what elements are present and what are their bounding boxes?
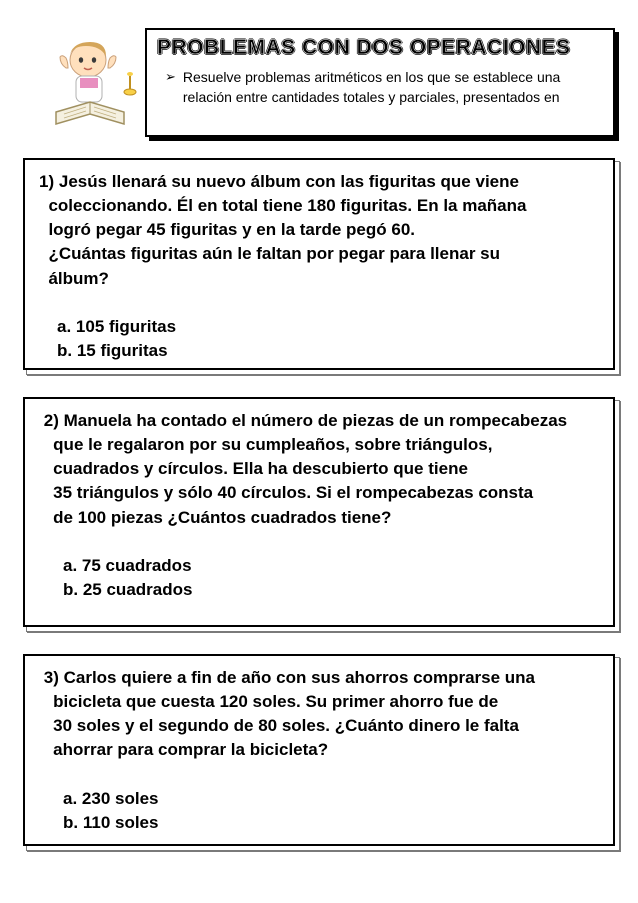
option-value: 230 soles xyxy=(82,789,159,808)
header-box: PROBLEMAS CON DOS OPERACIONES ➢ Resuelve… xyxy=(145,28,615,137)
option-row: a. 105 figuritas xyxy=(39,315,599,339)
kid-reading-icon xyxy=(50,34,142,126)
option-label: a. xyxy=(63,554,77,578)
option-label: a. xyxy=(63,787,77,811)
option-row: b. 25 cuadrados xyxy=(39,578,599,602)
problem-text: 3) Carlos quiere a fin de año con sus ah… xyxy=(39,666,599,763)
option-row: b. 15 figuritas xyxy=(39,339,599,363)
option-label: b. xyxy=(63,578,78,602)
objective-row: ➢ Resuelve problemas aritméticos en los … xyxy=(157,68,603,107)
option-row: b. 110 soles xyxy=(39,811,599,835)
option-row: a. 230 soles xyxy=(39,787,599,811)
option-value: 105 figuritas xyxy=(76,317,176,336)
option-value: 15 figuritas xyxy=(77,341,168,360)
option-value: 25 cuadrados xyxy=(83,580,193,599)
problem-box-1: 1) Jesús llenará su nuevo álbum con las … xyxy=(23,158,615,370)
option-value: 110 soles xyxy=(83,813,159,832)
title-container: PROBLEMAS CON DOS OPERACIONES ➢ Resuelve… xyxy=(145,28,615,137)
problem-text: 1) Jesús llenará su nuevo álbum con las … xyxy=(39,170,599,291)
option-label: a. xyxy=(57,315,71,339)
problem-text: 2) Manuela ha contado el número de pieza… xyxy=(39,409,599,530)
objective-text: Resuelve problemas aritméticos en los qu… xyxy=(183,68,603,107)
page-title: PROBLEMAS CON DOS OPERACIONES xyxy=(157,36,603,60)
option-row: a. 75 cuadrados xyxy=(39,554,599,578)
problem-box-3: 3) Carlos quiere a fin de año con sus ah… xyxy=(23,654,615,846)
option-label: b. xyxy=(63,811,78,835)
option-label: b. xyxy=(57,339,72,363)
problem-box-2: 2) Manuela ha contado el número de pieza… xyxy=(23,397,615,627)
bullet-icon: ➢ xyxy=(165,68,179,86)
option-value: 75 cuadrados xyxy=(82,556,192,575)
